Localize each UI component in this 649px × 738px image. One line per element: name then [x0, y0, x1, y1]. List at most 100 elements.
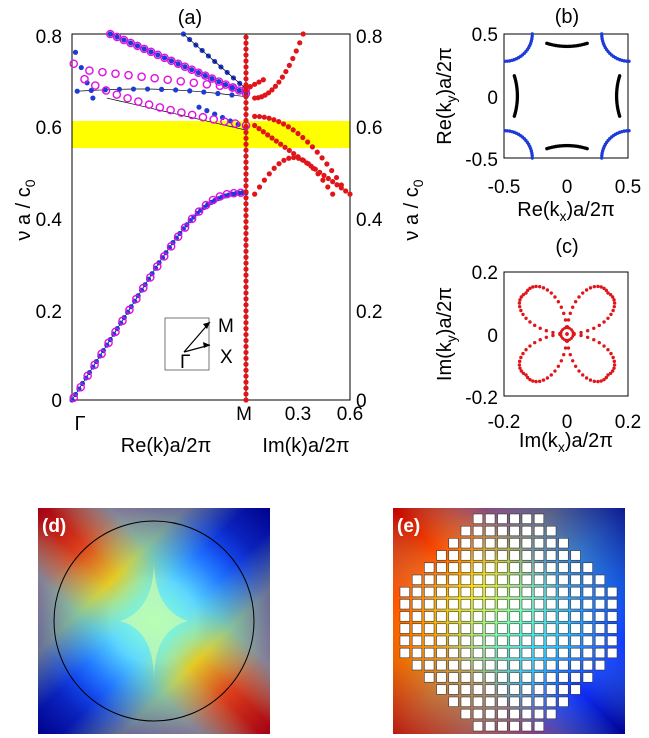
red-point [243, 361, 249, 367]
inclusion-square [497, 611, 508, 622]
contour-point [538, 326, 542, 331]
blue-point [236, 87, 242, 94]
inclusion-square [472, 586, 484, 598]
contour-point [517, 359, 522, 364]
inclusion-square [533, 611, 545, 622]
inclusion-square [558, 574, 569, 585]
inclusion-square [546, 599, 557, 610]
inset-bz: M X Γ [164, 316, 234, 373]
inclusion-square [472, 574, 484, 585]
inclusion-square [521, 684, 532, 695]
red-point [243, 171, 249, 177]
inclusion-square [472, 696, 484, 707]
blue-point [88, 87, 94, 94]
inclusion-square [497, 538, 508, 549]
red-point [276, 79, 282, 85]
red-point [243, 34, 249, 40]
red-point [260, 129, 266, 135]
magenta-point [98, 67, 107, 77]
magenta-point [208, 195, 218, 205]
contour-point [612, 301, 617, 305]
contour-point [551, 333, 555, 338]
inclusion-square [472, 513, 484, 524]
contour-point [612, 363, 617, 367]
magenta-point [207, 74, 217, 83]
inclusion-square [485, 647, 496, 659]
contour-point [531, 379, 535, 383]
magenta-point [220, 117, 229, 126]
red-point [290, 127, 296, 133]
magenta-point [105, 29, 115, 39]
red-point [320, 177, 326, 183]
inclusion-circle [53, 520, 255, 722]
red-point [295, 155, 302, 161]
contour-point [537, 379, 542, 384]
inclusion-square [509, 586, 520, 598]
red-point [347, 191, 353, 197]
inclusion-square [521, 586, 532, 598]
inclusion-square [521, 611, 532, 622]
magenta-point [69, 59, 79, 69]
inclusion-square [448, 623, 459, 634]
inclusion-square [399, 611, 410, 622]
inclusion-square [570, 660, 581, 671]
inclusion-square [509, 599, 520, 610]
b-plot [503, 32, 631, 160]
inclusion-square [448, 550, 459, 561]
inclusion-square [546, 647, 557, 659]
inclusion-square [509, 574, 520, 585]
inclusion-square [460, 660, 471, 671]
inclusion-square [472, 599, 484, 610]
inclusion-square [485, 684, 496, 695]
red-point [243, 337, 249, 344]
inclusion-square [509, 672, 520, 683]
contour-point [581, 373, 585, 377]
red-point [276, 161, 282, 167]
red-point [243, 385, 249, 391]
contour-point [562, 352, 566, 357]
inclusion-square [546, 586, 557, 598]
inclusion-square [546, 635, 557, 646]
inclusion-square [533, 538, 545, 549]
contour-point [559, 332, 563, 336]
inclusion-square [497, 684, 508, 695]
magenta-point [160, 53, 169, 63]
magenta-point [90, 81, 100, 90]
inclusion-square [460, 623, 471, 634]
magenta-point [133, 41, 142, 51]
magenta-point [153, 50, 163, 60]
inclusion-square [436, 586, 447, 598]
inclusion-square [497, 574, 508, 585]
contour-point [538, 337, 542, 342]
inclusion-square [472, 562, 484, 573]
contour-point [526, 288, 530, 293]
magenta-point [97, 349, 106, 359]
magenta-point [189, 78, 199, 88]
xtick-gamma: Γ [74, 413, 85, 435]
inclusion-square [448, 611, 459, 622]
inclusion-square [546, 525, 557, 537]
inclusion-square [533, 708, 545, 720]
contour-point [559, 330, 563, 334]
contour-point [579, 333, 583, 338]
inclusion-square [436, 635, 447, 646]
magenta-point [144, 100, 154, 109]
inclusion-square [497, 721, 508, 732]
contour-point [609, 312, 613, 317]
inclusion-square [472, 538, 484, 549]
blue-point [121, 37, 127, 43]
red-point [243, 326, 249, 332]
contour-point [577, 295, 581, 299]
blue-point [107, 31, 113, 37]
magenta-point [85, 66, 94, 75]
inclusion-square [485, 513, 496, 524]
ytick: 0 [51, 391, 62, 412]
inclusion-square [570, 635, 581, 646]
inclusion-square [497, 562, 508, 573]
contour-point [524, 348, 528, 352]
ytick: 0.2 [36, 302, 62, 323]
magenta-point [194, 207, 204, 216]
contour-point [544, 335, 549, 339]
red-point [247, 84, 253, 90]
contour-point [606, 348, 610, 352]
